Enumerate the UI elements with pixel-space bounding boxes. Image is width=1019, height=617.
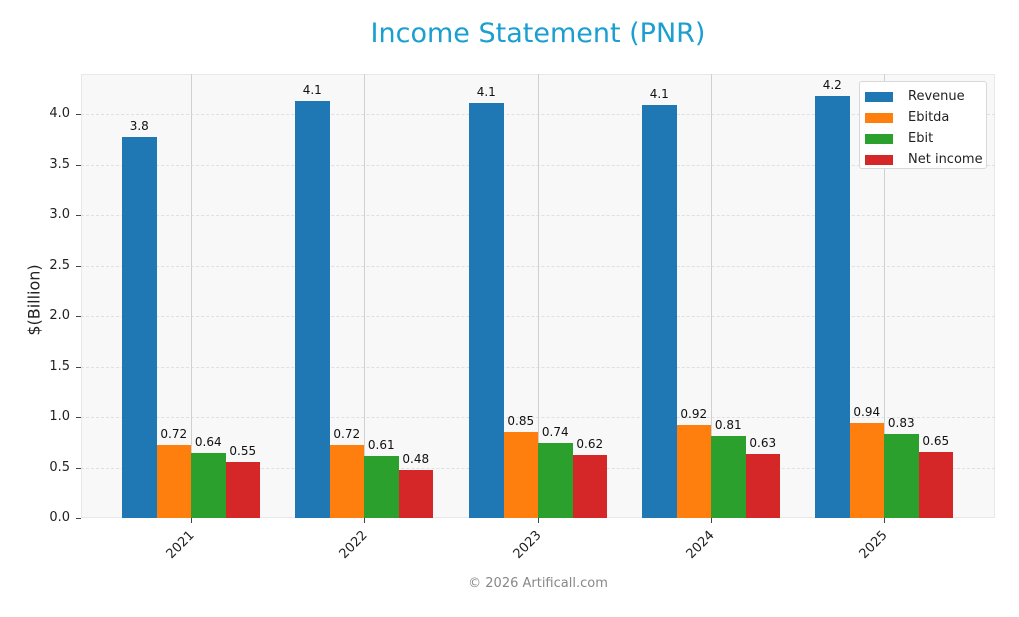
- bar-value-label: 0.72: [333, 427, 361, 442]
- bar-value-label: 0.64: [194, 435, 222, 450]
- ebitda-swatch: [865, 112, 893, 123]
- bar-value-label: 0.83: [887, 416, 915, 431]
- y-tick-mark: [76, 265, 81, 267]
- bar-net-income: [918, 452, 953, 518]
- v-gridline: [364, 74, 365, 518]
- y-tick-mark: [76, 215, 81, 216]
- revenue-swatch: [865, 91, 893, 102]
- bar-value-label: 4.2: [822, 77, 842, 92]
- bar-net-income: [745, 454, 780, 518]
- legend-label: Revenue: [908, 89, 965, 104]
- x-tick-mark: [364, 518, 365, 523]
- bar-value-label: 0.74: [541, 425, 569, 440]
- bar-ebitda: [503, 432, 538, 518]
- bar-ebit: [538, 443, 573, 518]
- bar-value-label: 0.85: [507, 414, 535, 429]
- x-tick-mark: [191, 518, 192, 523]
- bar-value-label: 0.72: [160, 427, 188, 442]
- bar-revenue: [815, 95, 850, 518]
- x-tick-mark: [538, 518, 539, 523]
- bar-revenue: [122, 137, 157, 518]
- v-gridline: [884, 74, 885, 518]
- x-tick-label: 2024: [683, 528, 718, 563]
- bar-revenue: [642, 104, 677, 518]
- bar-net-income: [225, 462, 260, 518]
- y-tick-mark: [76, 417, 81, 418]
- bar-ebit: [884, 434, 919, 518]
- legend-item-net-income: Net income: [860, 149, 986, 170]
- bar-ebit: [191, 453, 226, 518]
- bar-value-label: 0.94: [853, 405, 881, 420]
- y-tick-mark: [76, 518, 81, 519]
- y-tick-label: 3.0: [49, 207, 70, 222]
- x-tick-mark: [884, 518, 885, 523]
- bar-value-label: 0.55: [229, 444, 257, 459]
- x-tick-label: 2025: [856, 528, 891, 563]
- bar-value-label: 0.65: [922, 434, 950, 449]
- y-tick-label: 1.0: [49, 409, 70, 424]
- v-gridline: [538, 74, 539, 518]
- y-tick-label: 3.5: [49, 156, 70, 172]
- copyright-footer: © 2026 Artificall.com: [468, 576, 608, 591]
- bar-value-label: 0.92: [680, 407, 708, 422]
- x-tick-mark: [711, 518, 712, 523]
- bar-value-label: 0.81: [714, 418, 742, 433]
- ebit-swatch: [865, 133, 893, 144]
- y-tick-label: 0.0: [49, 510, 70, 525]
- bar-ebitda: [156, 445, 191, 518]
- bar-net-income: [572, 455, 607, 518]
- bar-value-label: 0.48: [402, 451, 430, 466]
- y-tick-label: 2.0: [49, 308, 70, 323]
- legend-label: Ebit: [908, 131, 934, 146]
- legend-item-ebit: Ebit: [860, 128, 986, 149]
- y-tick-label: 4.0: [49, 106, 70, 121]
- bar-value-label: 4.1: [649, 86, 669, 101]
- bar-ebitda: [329, 445, 364, 518]
- x-tick-label: 2022: [336, 528, 371, 563]
- bar-ebit: [364, 456, 399, 518]
- bar-ebitda: [676, 425, 711, 518]
- v-gridline: [711, 74, 712, 518]
- y-tick-mark: [76, 114, 81, 115]
- chart-title: Income Statement (PNR): [370, 18, 706, 49]
- bar-ebitda: [849, 423, 884, 518]
- legend-label: Ebitda: [908, 110, 950, 125]
- y-tick-label: 0.5: [49, 459, 70, 475]
- y-axis-label: $(Billion): [24, 264, 44, 336]
- y-tick-label: 2.5: [49, 257, 70, 273]
- bar-value-label: 3.8: [129, 119, 149, 134]
- y-tick-mark: [76, 366, 81, 368]
- bar-value-label: 4.1: [476, 84, 496, 99]
- legend: Revenue Ebitda Ebit Net income: [859, 81, 987, 169]
- legend-item-revenue: Revenue: [860, 86, 986, 107]
- y-tick-label: 1.5: [49, 358, 70, 374]
- legend-label: Net income: [908, 152, 983, 167]
- bar-value-label: 0.63: [749, 436, 777, 451]
- bar-revenue: [295, 100, 330, 518]
- y-tick-mark: [76, 316, 81, 317]
- bar-value-label: 4.1: [302, 82, 322, 97]
- net-income-swatch: [865, 154, 893, 165]
- bar-revenue: [469, 102, 504, 518]
- y-tick-mark: [76, 467, 81, 469]
- bar-ebit: [711, 436, 746, 518]
- v-gridline: [191, 74, 192, 518]
- bar-value-label: 0.62: [576, 437, 604, 452]
- legend-item-ebitda: Ebitda: [860, 107, 986, 128]
- bar-net-income: [398, 469, 433, 518]
- bar-value-label: 0.61: [367, 438, 395, 453]
- x-tick-label: 2021: [163, 528, 198, 563]
- x-tick-label: 2023: [510, 528, 545, 563]
- y-tick-mark: [76, 164, 81, 166]
